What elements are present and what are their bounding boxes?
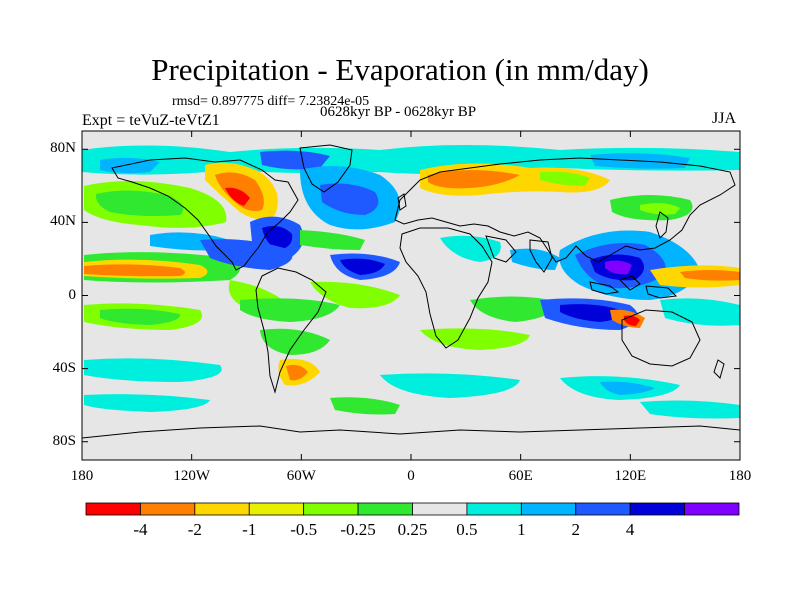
lon-tick-label: 60E: [508, 468, 533, 484]
anomaly-patches: [82, 145, 740, 419]
colorbar-label: 1: [517, 520, 526, 539]
colorbar-label: -0.25: [340, 520, 376, 539]
plot-title: Precipitation - Evaporation (in mm/day): [151, 52, 649, 87]
colorbar-swatch: [520, 502, 577, 516]
colorbar: [85, 502, 740, 516]
colorbar-swatch: [575, 502, 631, 516]
colorbar-swatch: [357, 502, 413, 516]
lat-tick-label: 80S: [52, 432, 76, 449]
lon-tick-label: 120W: [173, 468, 210, 484]
stats-text: rmsd= 0.897775 diff= 7.23824e-05: [172, 94, 370, 109]
lon-tick-label: 120E: [614, 468, 647, 484]
lat-tick-label: 0: [68, 286, 77, 303]
coastlines: [82, 144, 740, 439]
colorbar-label: 4: [625, 520, 635, 539]
axis-ticks: [81, 131, 741, 460]
map-field: [82, 131, 740, 460]
lat-tick-label: 40S: [52, 359, 76, 376]
lat-tick-label: 40N: [50, 213, 76, 230]
colorbar-swatch: [194, 502, 250, 516]
colorbar-swatch: [140, 502, 196, 516]
colorbar-swatch: [684, 502, 740, 516]
colorbar-swatch: [412, 502, 468, 516]
colorbar-label: -4: [133, 520, 148, 539]
lon-tick-label: 60W: [286, 468, 316, 484]
colorbar-label: 0.5: [456, 520, 478, 539]
colorbar-swatch: [248, 502, 305, 516]
colorbar-swatch: [85, 502, 141, 516]
lon-tick-label: 180: [728, 468, 752, 484]
colorbar-label: 0.25: [397, 520, 428, 539]
colorbar-label: -0.5: [290, 520, 318, 539]
colorbar-swatch: [466, 502, 522, 516]
colorbar-label: -1: [242, 520, 257, 539]
colorbar-label: -2: [187, 520, 202, 539]
experiment-label: Expt = teVuZ-teVtZ1: [82, 112, 220, 129]
lat-tick-label: 80N: [50, 140, 76, 157]
period-label: 0628kyr BP - 0628kyr BP: [320, 104, 477, 120]
colorbar-swatch: [303, 502, 359, 516]
lon-tick-label: 0: [407, 468, 415, 484]
lon-tick-label: 180: [70, 468, 94, 484]
colorbar-swatch: [629, 502, 685, 516]
season-label: JJA: [712, 110, 737, 127]
colorbar-label: 2: [571, 520, 581, 539]
